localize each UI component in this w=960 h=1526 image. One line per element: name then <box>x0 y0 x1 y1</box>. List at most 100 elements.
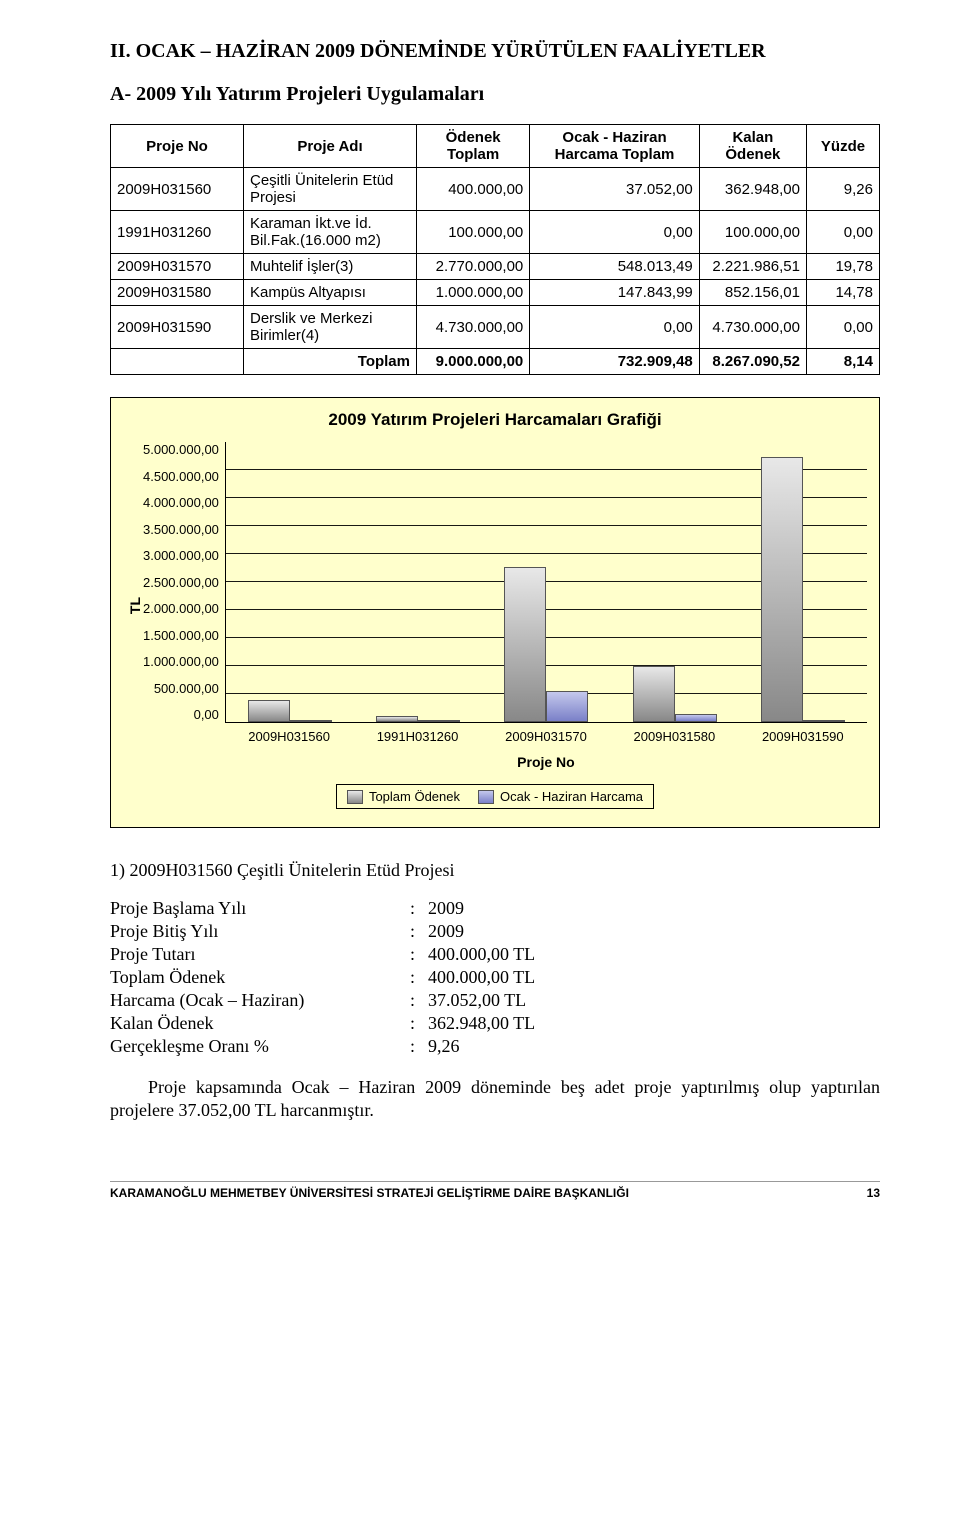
section-title: II. OCAK – HAZİRAN 2009 DÖNEMİNDE YÜRÜTÜ… <box>110 40 880 63</box>
kv-row: Kalan Ödenek:362.948,00 TL <box>110 1012 535 1035</box>
table-row: 1991H031260Karaman İkt.ve İd. Bil.Fak.(1… <box>111 211 880 254</box>
bar <box>376 716 418 722</box>
cell-odenek: 400.000,00 <box>417 168 530 211</box>
cell-harcama: 147.843,99 <box>530 280 700 306</box>
bar-group <box>611 442 739 722</box>
kv-row: Proje Bitiş Yılı:2009 <box>110 920 535 943</box>
kv-label: Proje Başlama Yılı <box>110 897 410 920</box>
cell-proje-no: 1991H031260 <box>111 211 244 254</box>
legend-swatch <box>478 790 494 804</box>
y-tick-label: 1.500.000,00 <box>143 628 219 643</box>
cell-total-label: Toplam <box>244 349 417 375</box>
cell-odenek: 100.000,00 <box>417 211 530 254</box>
cell-proje-adi: Karaman İkt.ve İd. Bil.Fak.(16.000 m2) <box>244 211 417 254</box>
bar-group <box>739 442 867 722</box>
kv-label: Toplam Ödenek <box>110 966 410 989</box>
kv-colon: : <box>410 920 428 943</box>
legend-item: Toplam Ödenek <box>347 789 460 804</box>
x-tick-label: 2009H031580 <box>610 729 738 744</box>
bar-group <box>354 442 482 722</box>
kv-value: 2009 <box>428 897 535 920</box>
legend-label: Toplam Ödenek <box>369 789 460 804</box>
projects-table: Proje No Proje Adı Ödenek Toplam Ocak - … <box>110 124 880 375</box>
kv-row: Harcama (Ocak – Haziran): 37.052,00 TL <box>110 989 535 1012</box>
x-tick-label: 2009H031590 <box>739 729 867 744</box>
y-tick-label: 4.000.000,00 <box>143 495 219 510</box>
kv-value: 37.052,00 TL <box>428 989 535 1012</box>
cell-proje-no: 2009H031580 <box>111 280 244 306</box>
cell-total-odenek: 9.000.000,00 <box>417 349 530 375</box>
y-ticks: 5.000.000,00 4.500.000,00 4.000.000,00 3.50… <box>143 442 225 722</box>
kv-colon: : <box>410 1012 428 1035</box>
cell-harcama: 0,00 <box>530 306 700 349</box>
cell-total-kalan: 8.267.090,52 <box>699 349 806 375</box>
cell-proje-adi: Çeşitli Ünitelerin Etüd Projesi <box>244 168 417 211</box>
cell-harcama: 0,00 <box>530 211 700 254</box>
kv-colon: : <box>410 943 428 966</box>
bar <box>546 691 588 722</box>
footer-page-number: 13 <box>867 1186 880 1200</box>
x-tick-label: 1991H031260 <box>353 729 481 744</box>
project-kv-table: Proje Başlama Yılı:2009Proje Bitiş Yılı:… <box>110 897 535 1058</box>
cell-proje-adi: Kampüs Altyapısı <box>244 280 417 306</box>
chart-legend: Toplam Ödenek Ocak - Haziran Harcama <box>336 784 654 809</box>
project-detail-heading: 1) 2009H031560 Çeşitli Ünitelerin Etüd P… <box>110 860 880 881</box>
bar-group <box>482 442 610 722</box>
subsection-title: A- 2009 Yılı Yatırım Projeleri Uygulamal… <box>110 83 880 106</box>
kv-row: Gerçekleşme Oranı %: 9,26 <box>110 1035 535 1058</box>
table-row: 2009H031590Derslik ve Merkezi Birimler(4… <box>111 306 880 349</box>
footer-left: KARAMANOĞLU MEHMETBEY ÜNİVERSİTESİ STRAT… <box>110 1186 629 1200</box>
cell-kalan: 4.730.000,00 <box>699 306 806 349</box>
bar <box>418 720 460 722</box>
table-row: 2009H031570Muhtelif İşler(3)2.770.000,00… <box>111 254 880 280</box>
cell-proje-adi: Muhtelif İşler(3) <box>244 254 417 280</box>
project-details: 1) 2009H031560 Çeşitli Ünitelerin Etüd P… <box>110 860 880 1121</box>
th-proje-no: Proje No <box>111 125 244 168</box>
kv-value: 9,26 <box>428 1035 535 1058</box>
kv-row: Proje Tutarı:400.000,00 TL <box>110 943 535 966</box>
chart-title: 2009 Yatırım Projeleri Harcamaları Grafi… <box>123 410 867 430</box>
x-axis-label: Proje No <box>225 754 867 770</box>
cell-kalan: 852.156,01 <box>699 280 806 306</box>
cell-yuzde: 19,78 <box>807 254 880 280</box>
kv-value: 362.948,00 TL <box>428 1012 535 1035</box>
cell-yuzde: 14,78 <box>807 280 880 306</box>
bar <box>803 720 845 722</box>
kv-value: 400.000,00 TL <box>428 943 535 966</box>
table-row-total: Toplam9.000.000,00732.909,488.267.090,52… <box>111 349 880 375</box>
y-tick-label: 3.500.000,00 <box>143 522 219 537</box>
th-kalan: Kalan Ödenek <box>699 125 806 168</box>
y-tick-label: 4.500.000,00 <box>143 469 219 484</box>
th-yuzde: Yüzde <box>807 125 880 168</box>
chart-box: 2009 Yatırım Projeleri Harcamaları Grafi… <box>110 397 880 828</box>
kv-row: Toplam Ödenek:400.000,00 TL <box>110 966 535 989</box>
cell-proje-no: 2009H031570 <box>111 254 244 280</box>
table-row: 2009H031560Çeşitli Ünitelerin Etüd Proje… <box>111 168 880 211</box>
legend-swatch <box>347 790 363 804</box>
kv-label: Kalan Ödenek <box>110 1012 410 1035</box>
plot-area <box>225 442 867 723</box>
cell-kalan: 2.221.986,51 <box>699 254 806 280</box>
y-axis-label: TL <box>123 597 143 614</box>
cell-odenek: 2.770.000,00 <box>417 254 530 280</box>
y-tick-label: 2.000.000,00 <box>143 601 219 616</box>
kv-colon: : <box>410 989 428 1012</box>
bar <box>761 457 803 722</box>
y-tick-label: 0,00 <box>194 707 219 722</box>
y-tick-label: 2.500.000,00 <box>143 575 219 590</box>
cell-proje-no: 2009H031560 <box>111 168 244 211</box>
th-harcama: Ocak - Haziran Harcama Toplam <box>530 125 700 168</box>
cell-total-yuzde: 8,14 <box>807 349 880 375</box>
bar <box>290 720 332 722</box>
bar <box>675 714 717 722</box>
page-footer: KARAMANOĞLU MEHMETBEY ÜNİVERSİTESİ STRAT… <box>110 1181 880 1200</box>
cell-proje-adi: Derslik ve Merkezi Birimler(4) <box>244 306 417 349</box>
y-tick-label: 5.000.000,00 <box>143 442 219 457</box>
project-paragraph: Proje kapsamında Ocak – Haziran 2009 dön… <box>110 1076 880 1121</box>
kv-colon: : <box>410 1035 428 1058</box>
x-tick-label: 2009H031570 <box>482 729 610 744</box>
cell-odenek: 4.730.000,00 <box>417 306 530 349</box>
kv-label: Proje Tutarı <box>110 943 410 966</box>
legend-label: Ocak - Haziran Harcama <box>500 789 643 804</box>
bar <box>504 567 546 722</box>
